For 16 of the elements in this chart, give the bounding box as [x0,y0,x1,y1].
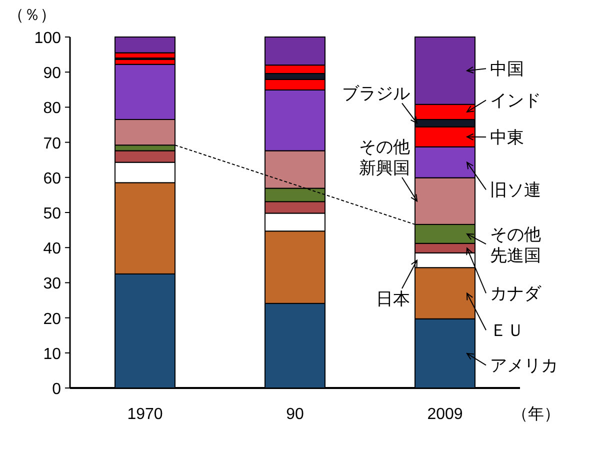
y-tick-label: 40 [43,240,62,258]
y-tick-label: 60 [43,170,62,188]
y-tick-label: 50 [43,206,62,222]
y-tick-label: 80 [43,100,62,118]
y-tick-label: 100 [34,30,62,47]
y-tick-label: 20 [43,310,62,328]
y-tick-label: 10 [43,346,62,363]
x-axis-title: （年） [512,406,560,423]
x-tick-label: 1970 [127,406,163,423]
x-tick-label: 90 [286,406,304,423]
y-tick-label: 70 [43,135,62,152]
y-tick-label: 30 [43,276,62,293]
x-tick-label: 2009 [427,406,463,423]
y-tick-label: 90 [43,65,62,82]
y-axis-title: （％） [8,7,56,24]
y-tick-label: 0 [52,381,62,398]
